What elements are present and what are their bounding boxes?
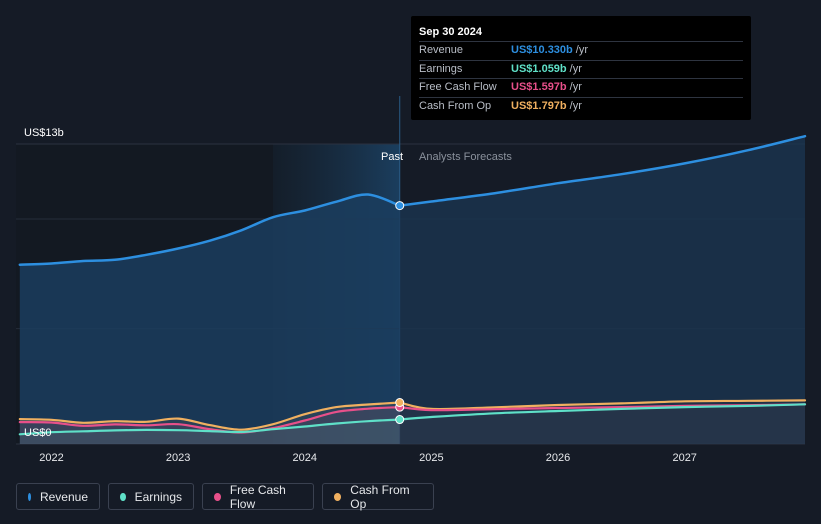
tooltip-label: Earnings <box>419 62 463 75</box>
tooltip-label: Free Cash Flow <box>419 81 497 93</box>
tooltip-unit: /yr <box>569 62 582 75</box>
legend-dot-icon <box>334 492 342 501</box>
x-tick-label: 2022 <box>39 452 63 464</box>
revenue-area <box>19 194 400 444</box>
free-cash-flow-line <box>18 406 401 434</box>
cash-from-op-line <box>18 401 401 431</box>
x-tick-label: 2023 <box>166 452 190 464</box>
series-forecast-area <box>399 404 805 444</box>
tooltip-label: Cash From Op <box>419 99 492 112</box>
tooltip-row-free-cash-flow: Free Cash Flow US$1.597b /yr <box>419 78 743 97</box>
y-tick-label-top: US$13b <box>24 127 64 139</box>
legend-label: Earnings <box>134 489 182 504</box>
tooltip-row-earnings: Earnings US$1.059b /yr <box>419 59 743 79</box>
legend-free-cash-flow[interactable]: Free Cash Flow <box>202 482 314 511</box>
tooltip-row-cash-from-op: Cash From Op US$1.797b /yr <box>419 96 743 116</box>
revenue-marker <box>395 201 405 211</box>
cash-from-op-marker <box>395 398 405 408</box>
x-tick-label: 2024 <box>293 452 317 464</box>
legend-label: Free Cash Flow <box>229 482 286 511</box>
forecast-label: Analysts Forecasts <box>419 151 512 163</box>
revenue-forecast-area <box>399 136 805 444</box>
series-forecast-area <box>399 400 805 444</box>
legend-earnings[interactable]: Earnings <box>108 483 194 510</box>
tooltip: Sep 30 2024 Revenue US$10.330b /yr Earni… <box>411 16 751 120</box>
x-tick-label: 2026 <box>546 452 570 464</box>
cash-from-op-forecast-line <box>398 399 807 411</box>
series-forecast-area <box>399 404 805 444</box>
legend-dot-icon <box>120 492 126 501</box>
tooltip-value: US$10.330b <box>511 44 573 56</box>
tooltip-unit: /yr <box>569 81 582 93</box>
tooltip-row-revenue: Revenue US$10.330b /yr <box>419 41 743 60</box>
past-label: Past <box>381 151 403 163</box>
earnings-line <box>18 418 401 436</box>
legend-dot-icon <box>214 492 221 501</box>
series-area <box>19 402 400 444</box>
revenue-line <box>18 193 401 266</box>
legend-label: Cash From Op <box>350 482 410 511</box>
legend-revenue[interactable]: Revenue <box>16 483 100 510</box>
tooltip-unit: /yr <box>575 44 588 56</box>
y-tick-label-bottom: US$0 <box>24 427 52 439</box>
x-tick-label: 2025 <box>419 452 443 464</box>
revenue-forecast-line <box>398 134 807 207</box>
earnings-marker <box>395 415 405 425</box>
legend: Revenue Earnings Free Cash Flow Cash Fro… <box>16 482 434 511</box>
tooltip-unit: /yr <box>569 99 582 112</box>
tooltip-value: US$1.797b <box>511 99 567 112</box>
tooltip-label: Revenue <box>419 44 464 56</box>
tooltip-value: US$1.597b <box>511 81 567 93</box>
x-tick-label: 2027 <box>672 452 696 464</box>
legend-dot-icon <box>28 492 31 501</box>
tooltip-value: US$1.059b <box>511 62 567 75</box>
earnings-forecast-line <box>398 403 807 421</box>
tooltip-date: Sep 30 2024 <box>419 26 482 38</box>
legend-label: Revenue <box>39 489 88 504</box>
series-area <box>19 407 400 444</box>
legend-cash-from-op[interactable]: Cash From Op <box>322 482 434 511</box>
